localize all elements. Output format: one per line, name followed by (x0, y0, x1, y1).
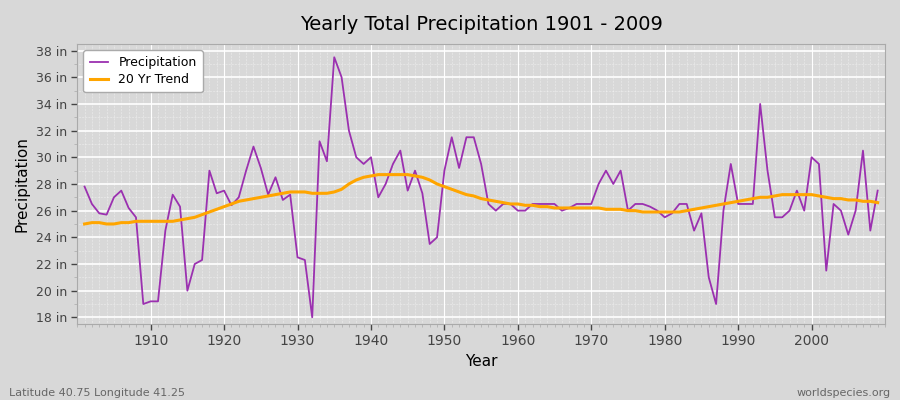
X-axis label: Year: Year (465, 354, 498, 369)
Text: worldspecies.org: worldspecies.org (796, 388, 891, 398)
Precipitation (300, 258, 310, 262)
Legend: Precipitation, 20 Yr Trend: Precipitation, 20 Yr Trend (84, 50, 203, 92)
20 Yr Trend (512, 202, 523, 206)
Text: Latitude 40.75 Longitude 41.25: Latitude 40.75 Longitude 41.25 (9, 388, 185, 398)
Precipitation (616, 168, 626, 173)
Precipitation (328, 55, 339, 60)
Precipitation (307, 315, 318, 320)
20 Yr Trend (872, 200, 883, 205)
Line: Precipitation: Precipitation (85, 57, 878, 317)
20 Yr Trend (79, 222, 90, 226)
Precipitation (138, 302, 148, 306)
20 Yr Trend (373, 172, 383, 177)
20 Yr Trend (344, 182, 355, 186)
Y-axis label: Precipitation: Precipitation (15, 136, 30, 232)
20 Yr Trend (608, 207, 618, 212)
Precipitation (79, 184, 90, 189)
20 Yr Trend (300, 190, 310, 194)
20 Yr Trend (138, 219, 148, 224)
Precipitation (872, 188, 883, 193)
Precipitation (358, 162, 369, 166)
Precipitation (520, 208, 531, 213)
Title: Yearly Total Precipitation 1901 - 2009: Yearly Total Precipitation 1901 - 2009 (300, 15, 662, 34)
20 Yr Trend (520, 203, 531, 208)
Line: 20 Yr Trend: 20 Yr Trend (85, 175, 878, 224)
Precipitation (527, 202, 538, 206)
